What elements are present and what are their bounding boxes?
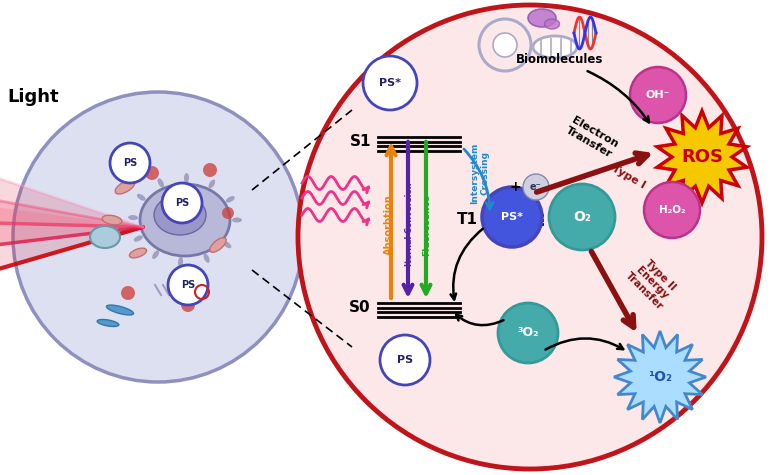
Text: e⁻: e⁻ [530, 182, 542, 192]
Polygon shape [0, 200, 143, 245]
Text: ROS: ROS [681, 148, 723, 166]
Text: O₂: O₂ [573, 210, 591, 224]
Text: T1: T1 [457, 212, 478, 227]
Ellipse shape [102, 215, 122, 225]
Text: H₂O₂: H₂O₂ [659, 205, 685, 215]
Circle shape [493, 33, 517, 57]
Text: S1: S1 [350, 134, 371, 149]
Ellipse shape [158, 178, 164, 188]
Circle shape [110, 143, 150, 183]
Text: PS: PS [397, 355, 413, 365]
Ellipse shape [128, 215, 138, 220]
Circle shape [222, 207, 234, 219]
Text: PS: PS [123, 158, 137, 168]
Circle shape [162, 183, 202, 223]
Text: Type I: Type I [609, 163, 646, 190]
Text: ¹O₂: ¹O₂ [648, 370, 672, 384]
Circle shape [380, 335, 430, 385]
Ellipse shape [528, 9, 556, 27]
Text: PS*: PS* [379, 78, 401, 88]
Circle shape [121, 286, 135, 300]
Ellipse shape [175, 275, 196, 285]
Circle shape [363, 56, 417, 110]
Circle shape [145, 166, 159, 180]
Text: Light: Light [7, 88, 58, 106]
Ellipse shape [152, 250, 159, 259]
Text: PS*: PS* [501, 212, 523, 222]
Polygon shape [657, 111, 747, 203]
Circle shape [13, 92, 303, 382]
Ellipse shape [533, 36, 577, 58]
Circle shape [168, 265, 208, 305]
Ellipse shape [97, 320, 119, 326]
Text: PS: PS [175, 198, 189, 208]
Text: ³O₂: ³O₂ [517, 326, 538, 340]
Ellipse shape [232, 218, 242, 222]
Ellipse shape [154, 195, 206, 235]
Ellipse shape [208, 180, 215, 189]
Text: +: + [509, 180, 521, 194]
Ellipse shape [134, 236, 143, 242]
Ellipse shape [115, 180, 135, 194]
Text: PS: PS [181, 280, 195, 290]
Ellipse shape [545, 19, 559, 29]
Ellipse shape [106, 305, 134, 315]
Ellipse shape [210, 238, 226, 252]
Text: Fluoresence: Fluoresence [423, 194, 431, 256]
Text: Iternal Conversion: Iternal Conversion [405, 183, 413, 266]
Polygon shape [614, 331, 706, 423]
Circle shape [203, 163, 217, 177]
Text: OH⁻: OH⁻ [646, 90, 671, 100]
Text: S0: S0 [350, 300, 371, 315]
Text: Electron
Transfer: Electron Transfer [564, 114, 620, 159]
Text: Intersystem
Crossing: Intersystem Crossing [470, 142, 490, 204]
Ellipse shape [226, 196, 235, 203]
Ellipse shape [204, 254, 210, 263]
Text: Absorbtion: Absorbtion [384, 194, 393, 255]
Polygon shape [0, 207, 143, 227]
Text: Type II
Energy
Transfer: Type II Energy Transfer [623, 254, 681, 312]
Circle shape [644, 182, 700, 238]
Ellipse shape [137, 194, 145, 201]
Polygon shape [0, 177, 143, 270]
Circle shape [630, 67, 686, 123]
Ellipse shape [90, 226, 120, 248]
Circle shape [549, 184, 615, 250]
Ellipse shape [184, 173, 189, 183]
Circle shape [498, 303, 558, 363]
Ellipse shape [178, 257, 183, 267]
Circle shape [181, 298, 195, 312]
Circle shape [298, 5, 762, 469]
Circle shape [523, 174, 549, 200]
Text: Biomolecules: Biomolecules [516, 54, 604, 67]
Ellipse shape [223, 241, 232, 248]
Circle shape [482, 187, 542, 247]
Ellipse shape [130, 248, 147, 258]
Ellipse shape [140, 184, 230, 256]
